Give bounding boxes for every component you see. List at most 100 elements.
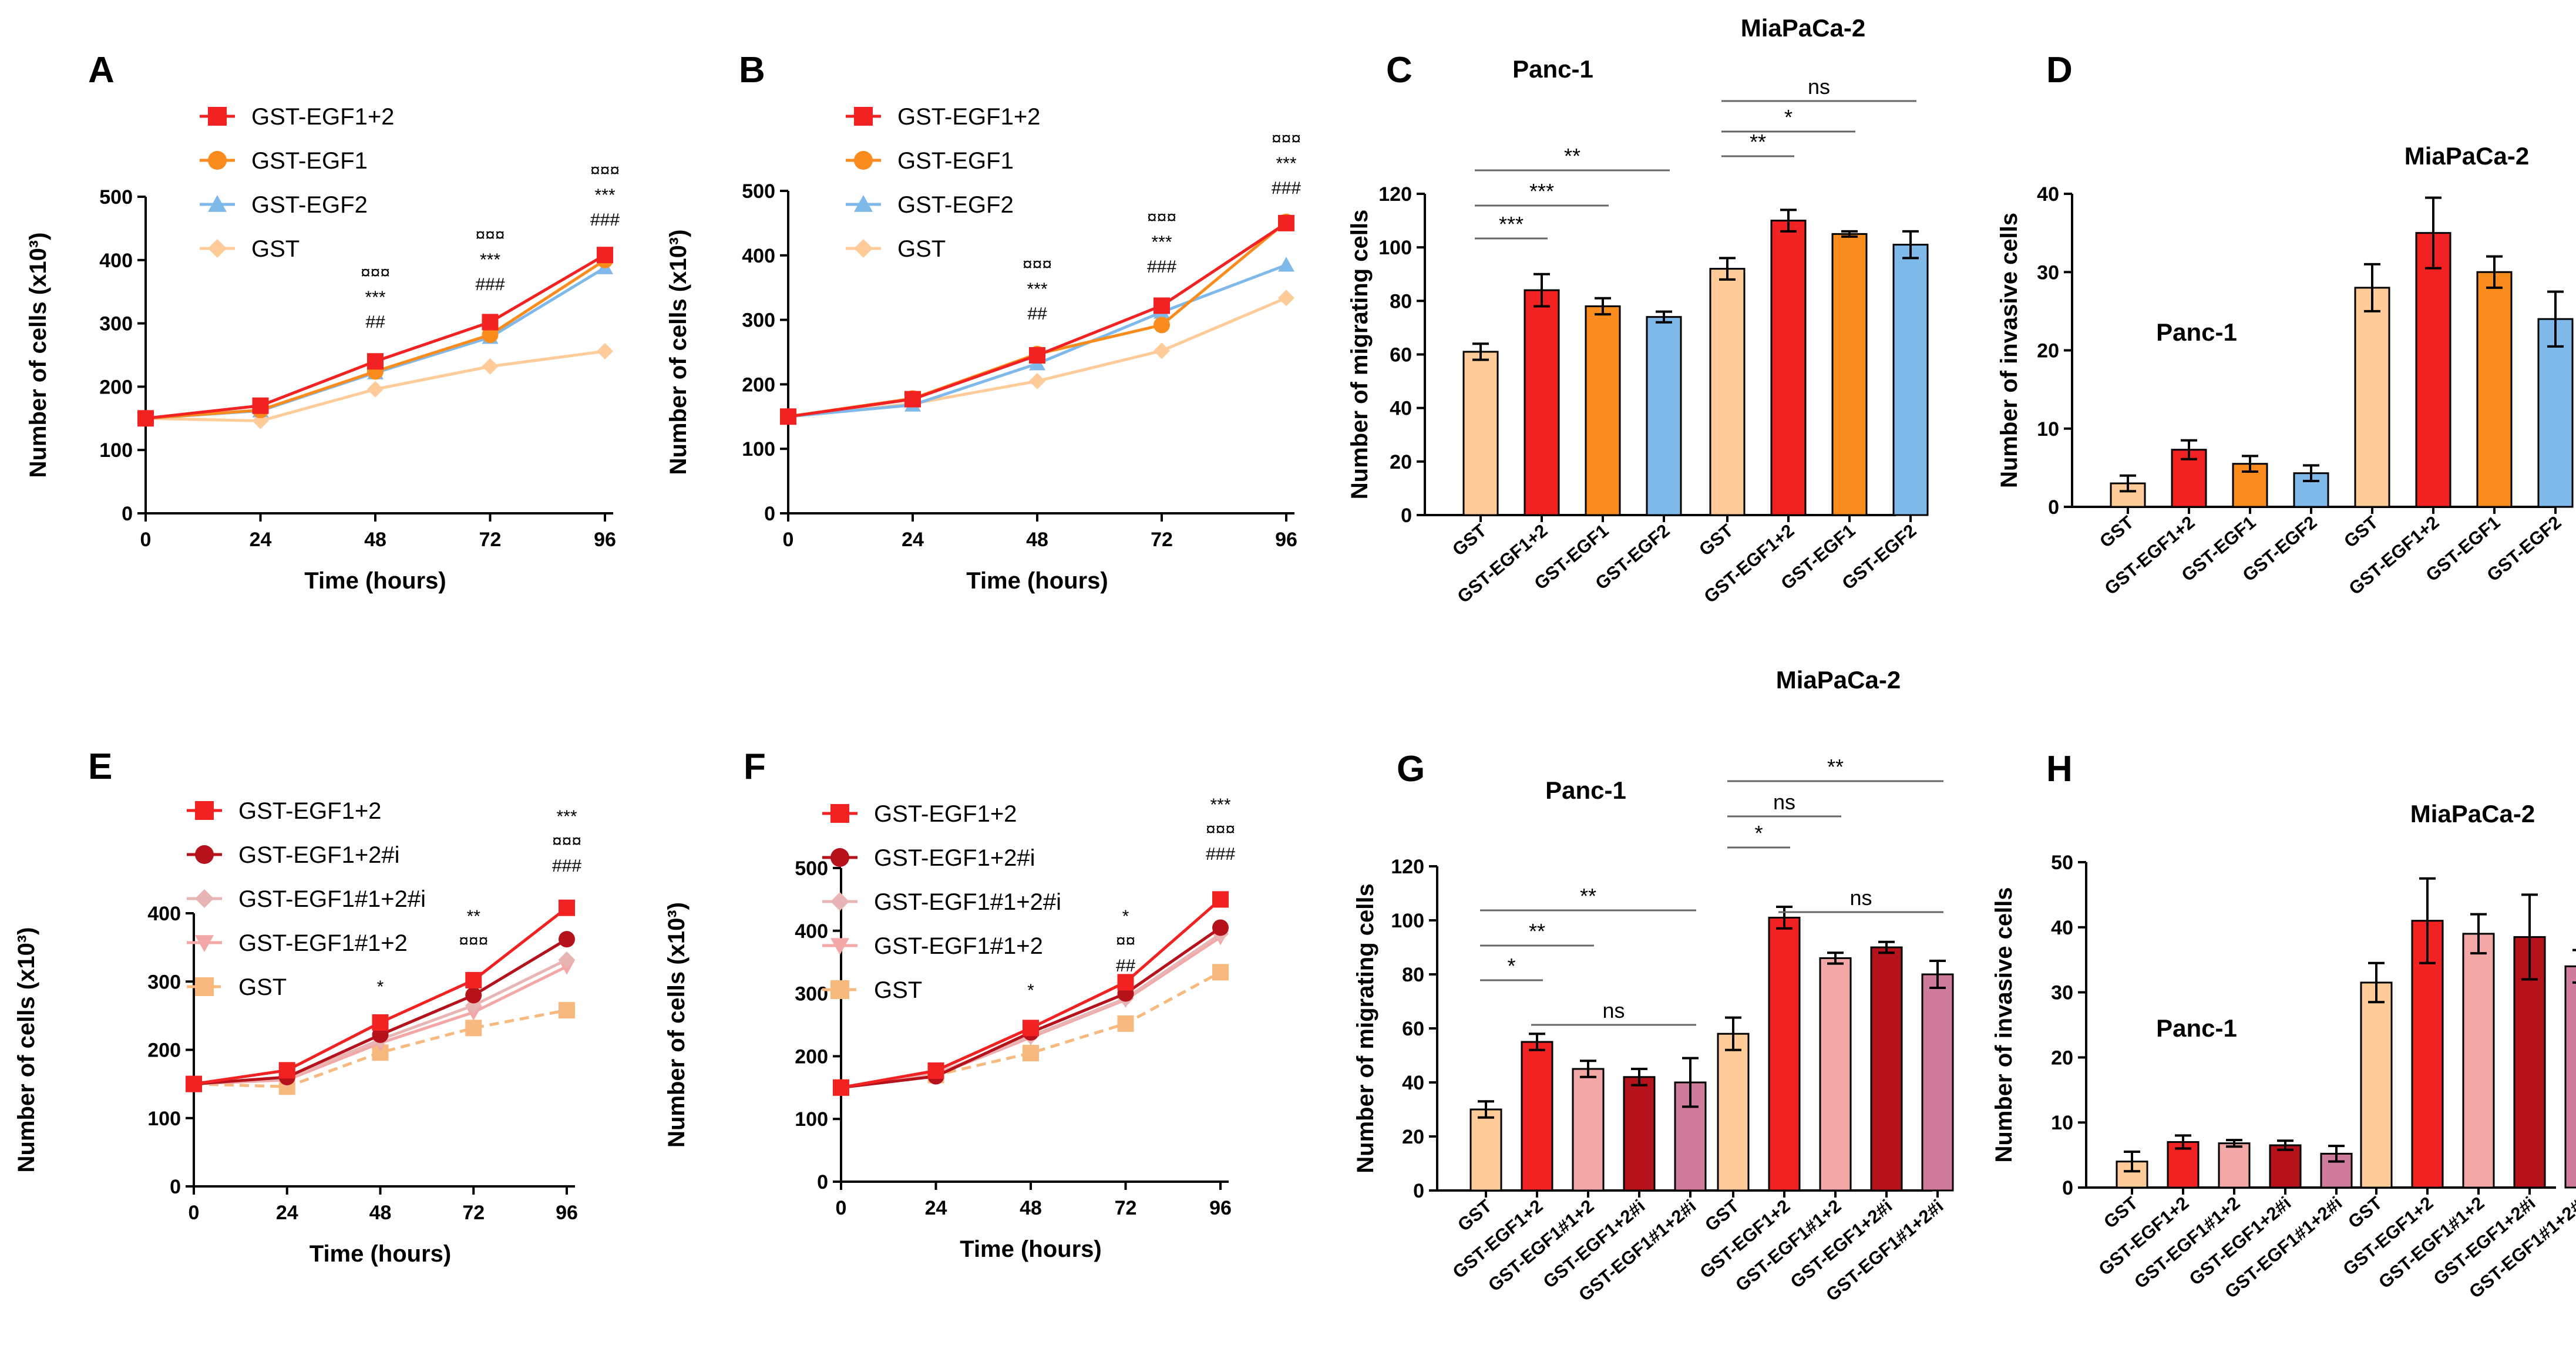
significance-mark: ¤¤¤ <box>361 263 390 282</box>
data-point <box>597 343 613 360</box>
bar <box>1870 946 1903 1192</box>
significance-mark: * <box>377 977 384 997</box>
significance-mark: *** <box>1210 795 1230 815</box>
y-tick-label: 120 <box>1378 183 1412 206</box>
panel-A: A 0 100 200 300 400 500 0 24 48 72 96 Time (hours) Nu… <box>25 50 620 594</box>
bar <box>2476 271 2513 508</box>
x-tick-label: 0 <box>140 529 152 551</box>
panel-label: F <box>744 746 766 787</box>
data-point <box>208 195 227 212</box>
y-tick-label: 50 <box>2051 852 2073 874</box>
y-axis-title: Number of cells (x10³) <box>25 233 51 478</box>
x-tick-label: 24 <box>925 1197 947 1219</box>
data-point <box>208 107 227 126</box>
x-axis-title: Time (hours) <box>304 568 446 594</box>
significance-mark: ### <box>552 856 581 876</box>
bar <box>1717 1033 1750 1192</box>
data-point <box>208 151 227 170</box>
significance-mark: *** <box>1151 233 1172 252</box>
significance-mark: ** <box>467 907 481 926</box>
data-point <box>367 353 384 370</box>
y-tick-label: 100 <box>1391 910 1424 932</box>
y-tick-label: 0 <box>2048 496 2059 519</box>
y-tick-label: 30 <box>2051 982 2073 1004</box>
data-point <box>186 1075 202 1092</box>
y-tick-label: 40 <box>1402 1072 1424 1094</box>
legend-label: GST <box>251 236 300 262</box>
data-point <box>1212 891 1229 908</box>
significance-label: ** <box>1564 144 1580 168</box>
bar <box>1831 233 1868 516</box>
significance-mark: ¤¤¤ <box>459 931 488 951</box>
category-label: GST <box>1695 520 1737 560</box>
y-tick-label: 80 <box>1390 290 1412 312</box>
bar <box>2564 965 2576 1189</box>
data-point <box>1278 257 1294 272</box>
data-point <box>137 410 154 427</box>
data-point <box>927 1062 944 1079</box>
y-tick-label: 60 <box>1402 1018 1424 1040</box>
significance-mark: *** <box>556 807 577 826</box>
data-point <box>854 239 873 258</box>
y-tick-label: 40 <box>1390 398 1412 420</box>
significance-mark: ### <box>475 275 505 294</box>
group-title: Panc-1 <box>2156 318 2237 346</box>
y-tick-label: 40 <box>2037 183 2059 206</box>
group-title: MiaPaCa-2 <box>1776 666 1901 694</box>
series-line <box>193 938 568 1086</box>
data-point <box>1117 1015 1134 1032</box>
significance-mark: ¤¤¤ <box>1023 255 1052 274</box>
y-axis-title: Number of cells (x10³) <box>665 230 691 475</box>
x-tick-label: 0 <box>189 1202 200 1224</box>
y-tick-label: 100 <box>795 1108 828 1131</box>
x-tick-label: 48 <box>369 1202 392 1224</box>
data-point <box>465 987 482 1004</box>
bar <box>1921 973 1954 1192</box>
legend-label: GST-EGF1+2 <box>897 104 1040 130</box>
y-tick-label: 0 <box>170 1176 181 1198</box>
x-tick-label: 72 <box>462 1202 485 1224</box>
y-tick-label: 20 <box>2051 1047 2073 1069</box>
x-axis-title: Time (hours) <box>960 1236 1102 1262</box>
data-point <box>195 801 214 820</box>
significance-mark: ### <box>1147 257 1176 277</box>
legend-label: GST-EGF1+2#i <box>874 845 1035 871</box>
y-tick-label: 300 <box>795 983 828 1005</box>
y-tick-label: 0 <box>817 1171 828 1193</box>
significance-mark: ### <box>1272 179 1301 198</box>
y-axis-title: Number of cells (x10³) <box>664 902 690 1148</box>
bar <box>1524 289 1560 516</box>
panel-G: G 0 20 40 60 80 100 120 Number of migrating cell… <box>1353 666 1954 1305</box>
data-point <box>830 892 849 911</box>
data-point <box>597 247 613 264</box>
x-tick-label: 96 <box>594 529 616 551</box>
significance-mark: ### <box>590 210 620 230</box>
data-point <box>559 899 575 916</box>
panel-label: D <box>2046 50 2073 90</box>
y-axis-title: Number of invasive cells <box>1991 887 2017 1162</box>
significance-mark: *** <box>1027 280 1047 299</box>
y-axis-title: Number of cells (x10³) <box>14 927 39 1173</box>
legend-label: GST-EGF1#1+2#i <box>238 886 426 912</box>
data-point <box>854 107 873 126</box>
bar <box>1585 305 1621 516</box>
group-title: Panc-1 <box>1545 776 1626 804</box>
category-label: GST <box>2340 512 2382 552</box>
y-tick-label: 10 <box>2037 418 2059 440</box>
y-tick-label: 100 <box>742 438 775 460</box>
legend-label: GST-EGF2 <box>897 192 1014 218</box>
significance-label: ** <box>1529 919 1545 943</box>
data-point <box>195 889 214 908</box>
category-label: GST <box>2100 1193 2141 1233</box>
significance-mark: * <box>1122 907 1129 926</box>
y-tick-label: 120 <box>1391 856 1424 878</box>
series-line <box>840 936 1222 1089</box>
significance-mark: *** <box>480 250 500 270</box>
y-tick-label: 400 <box>99 250 133 272</box>
y-tick-label: 500 <box>795 857 828 880</box>
y-axis-title: Number of invasive cells <box>1996 213 2022 488</box>
group-title: Panc-1 <box>1512 55 1593 83</box>
y-tick-label: 10 <box>2051 1112 2073 1134</box>
y-tick-label: 400 <box>795 920 828 943</box>
